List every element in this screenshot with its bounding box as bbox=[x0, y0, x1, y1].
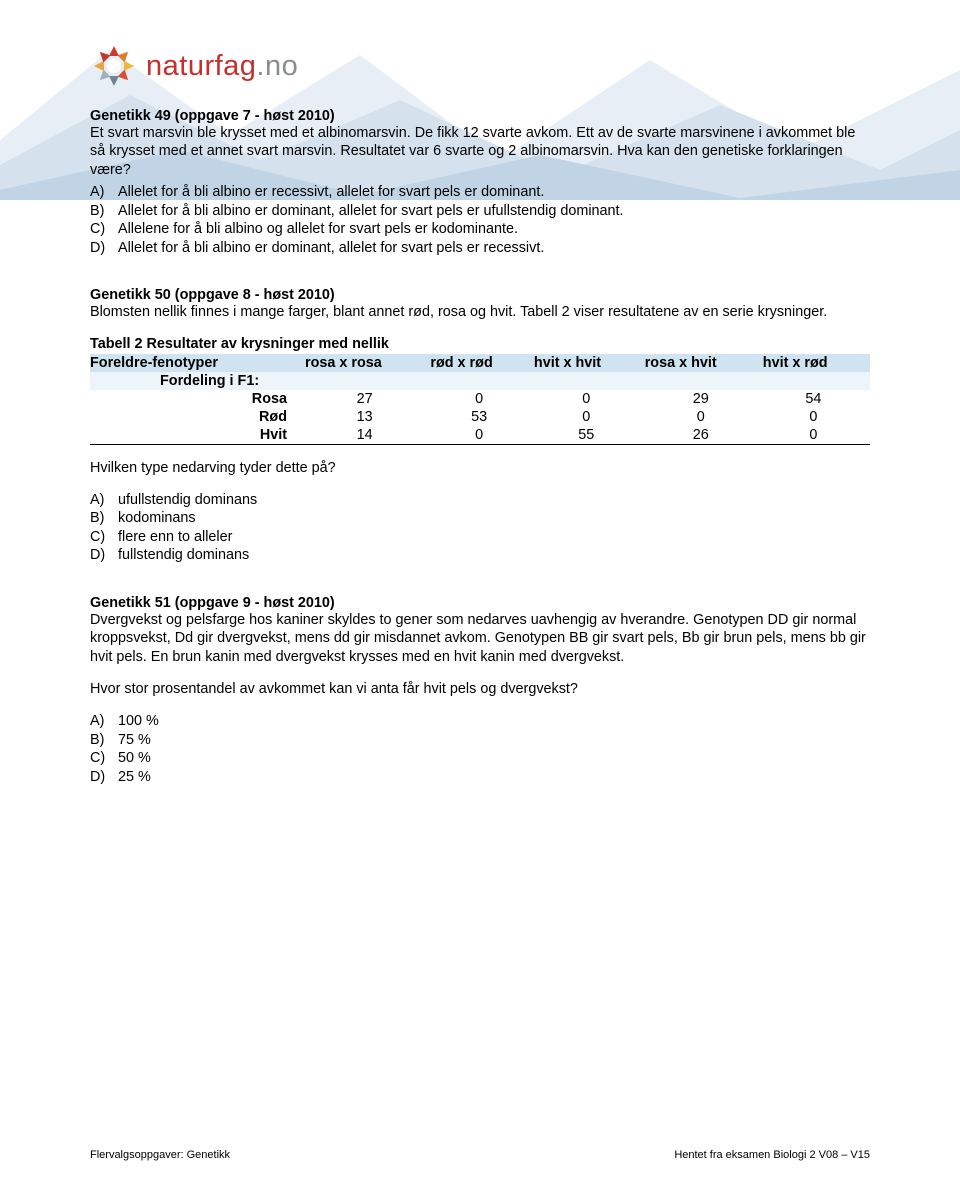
q49-intro: Et svart marsvin ble krysset med et albi… bbox=[90, 124, 870, 179]
q51-title: Genetikk 51 (oppgave 9 - høst 2010) bbox=[90, 595, 335, 611]
q49-option-a: A)Allelet for å bli albino er recessivt,… bbox=[90, 183, 870, 201]
table-row: Rosa 27 0 0 29 54 bbox=[90, 390, 870, 408]
q49-option-b: B)Allelet for å bli albino er dominant, … bbox=[90, 202, 870, 220]
page-footer: Flervalgsoppgaver: Genetikk Hentet fra e… bbox=[90, 1149, 870, 1161]
logo-sun-icon bbox=[90, 42, 138, 90]
q49-options: A)Allelet for å bli albino er recessivt,… bbox=[90, 183, 870, 257]
q50-option-a: A)ufullstendig dominans bbox=[90, 491, 870, 509]
footer-right: Hentet fra eksamen Biologi 2 V08 – V15 bbox=[674, 1149, 870, 1161]
q49-option-d: D)Allelet for å bli albino er dominant, … bbox=[90, 239, 870, 257]
q50-head-label: Foreldre-fenotyper bbox=[90, 354, 305, 372]
logo-text: naturfag.no bbox=[146, 50, 298, 83]
q50-col-1: rød x rød bbox=[430, 354, 534, 372]
question-49: Genetikk 49 (oppgave 7 - høst 2010) Et s… bbox=[90, 108, 870, 257]
q50-col-4: hvit x rød bbox=[763, 354, 870, 372]
q50-sub-label: Fordeling i F1: bbox=[90, 372, 870, 390]
q50-title: Genetikk 50 (oppgave 8 - høst 2010) bbox=[90, 287, 335, 303]
question-51: Genetikk 51 (oppgave 9 - høst 2010) Dver… bbox=[90, 595, 870, 787]
q50-question: Hvilken type nedarving tyder dette på? bbox=[90, 459, 870, 477]
question-50: Genetikk 50 (oppgave 8 - høst 2010) Blom… bbox=[90, 287, 870, 565]
logo-tld: .no bbox=[256, 50, 298, 82]
table-row: Rød 13 53 0 0 0 bbox=[90, 408, 870, 426]
q50-options: A)ufullstendig dominans B)kodominans C)f… bbox=[90, 491, 870, 565]
q51-option-d: D)25 % bbox=[90, 768, 870, 786]
q50-col-2: hvit x hvit bbox=[534, 354, 645, 372]
q50-table-caption: Tabell 2 Resultater av krysninger med ne… bbox=[90, 336, 870, 352]
footer-left: Flervalgsoppgaver: Genetikk bbox=[90, 1149, 230, 1161]
q49-option-c: C)Allelene for å bli albino og allelet f… bbox=[90, 220, 870, 238]
table-row: Hvit 14 0 55 26 0 bbox=[90, 426, 870, 445]
q50-intro: Blomsten nellik finnes i mange farger, b… bbox=[90, 303, 870, 321]
q49-title: Genetikk 49 (oppgave 7 - høst 2010) bbox=[90, 108, 335, 124]
q50-option-c: C)flere enn to alleler bbox=[90, 528, 870, 546]
q51-intro: Dvergvekst og pelsfarge hos kaniner skyl… bbox=[90, 611, 870, 666]
q51-option-c: C)50 % bbox=[90, 749, 870, 767]
logo: naturfag.no bbox=[90, 42, 870, 90]
q50-option-b: B)kodominans bbox=[90, 509, 870, 527]
q50-table: Foreldre-fenotyper rosa x rosa rød x rød… bbox=[90, 354, 870, 445]
q50-col-0: rosa x rosa bbox=[305, 354, 430, 372]
q50-option-d: D)fullstendig dominans bbox=[90, 546, 870, 564]
q51-option-b: B)75 % bbox=[90, 731, 870, 749]
q51-options: A)100 % B)75 % C)50 % D)25 % bbox=[90, 712, 870, 786]
logo-brand: naturfag bbox=[146, 50, 256, 82]
q51-question: Hvor stor prosentandel av avkommet kan v… bbox=[90, 680, 870, 698]
q51-option-a: A)100 % bbox=[90, 712, 870, 730]
q50-col-3: rosa x hvit bbox=[645, 354, 763, 372]
